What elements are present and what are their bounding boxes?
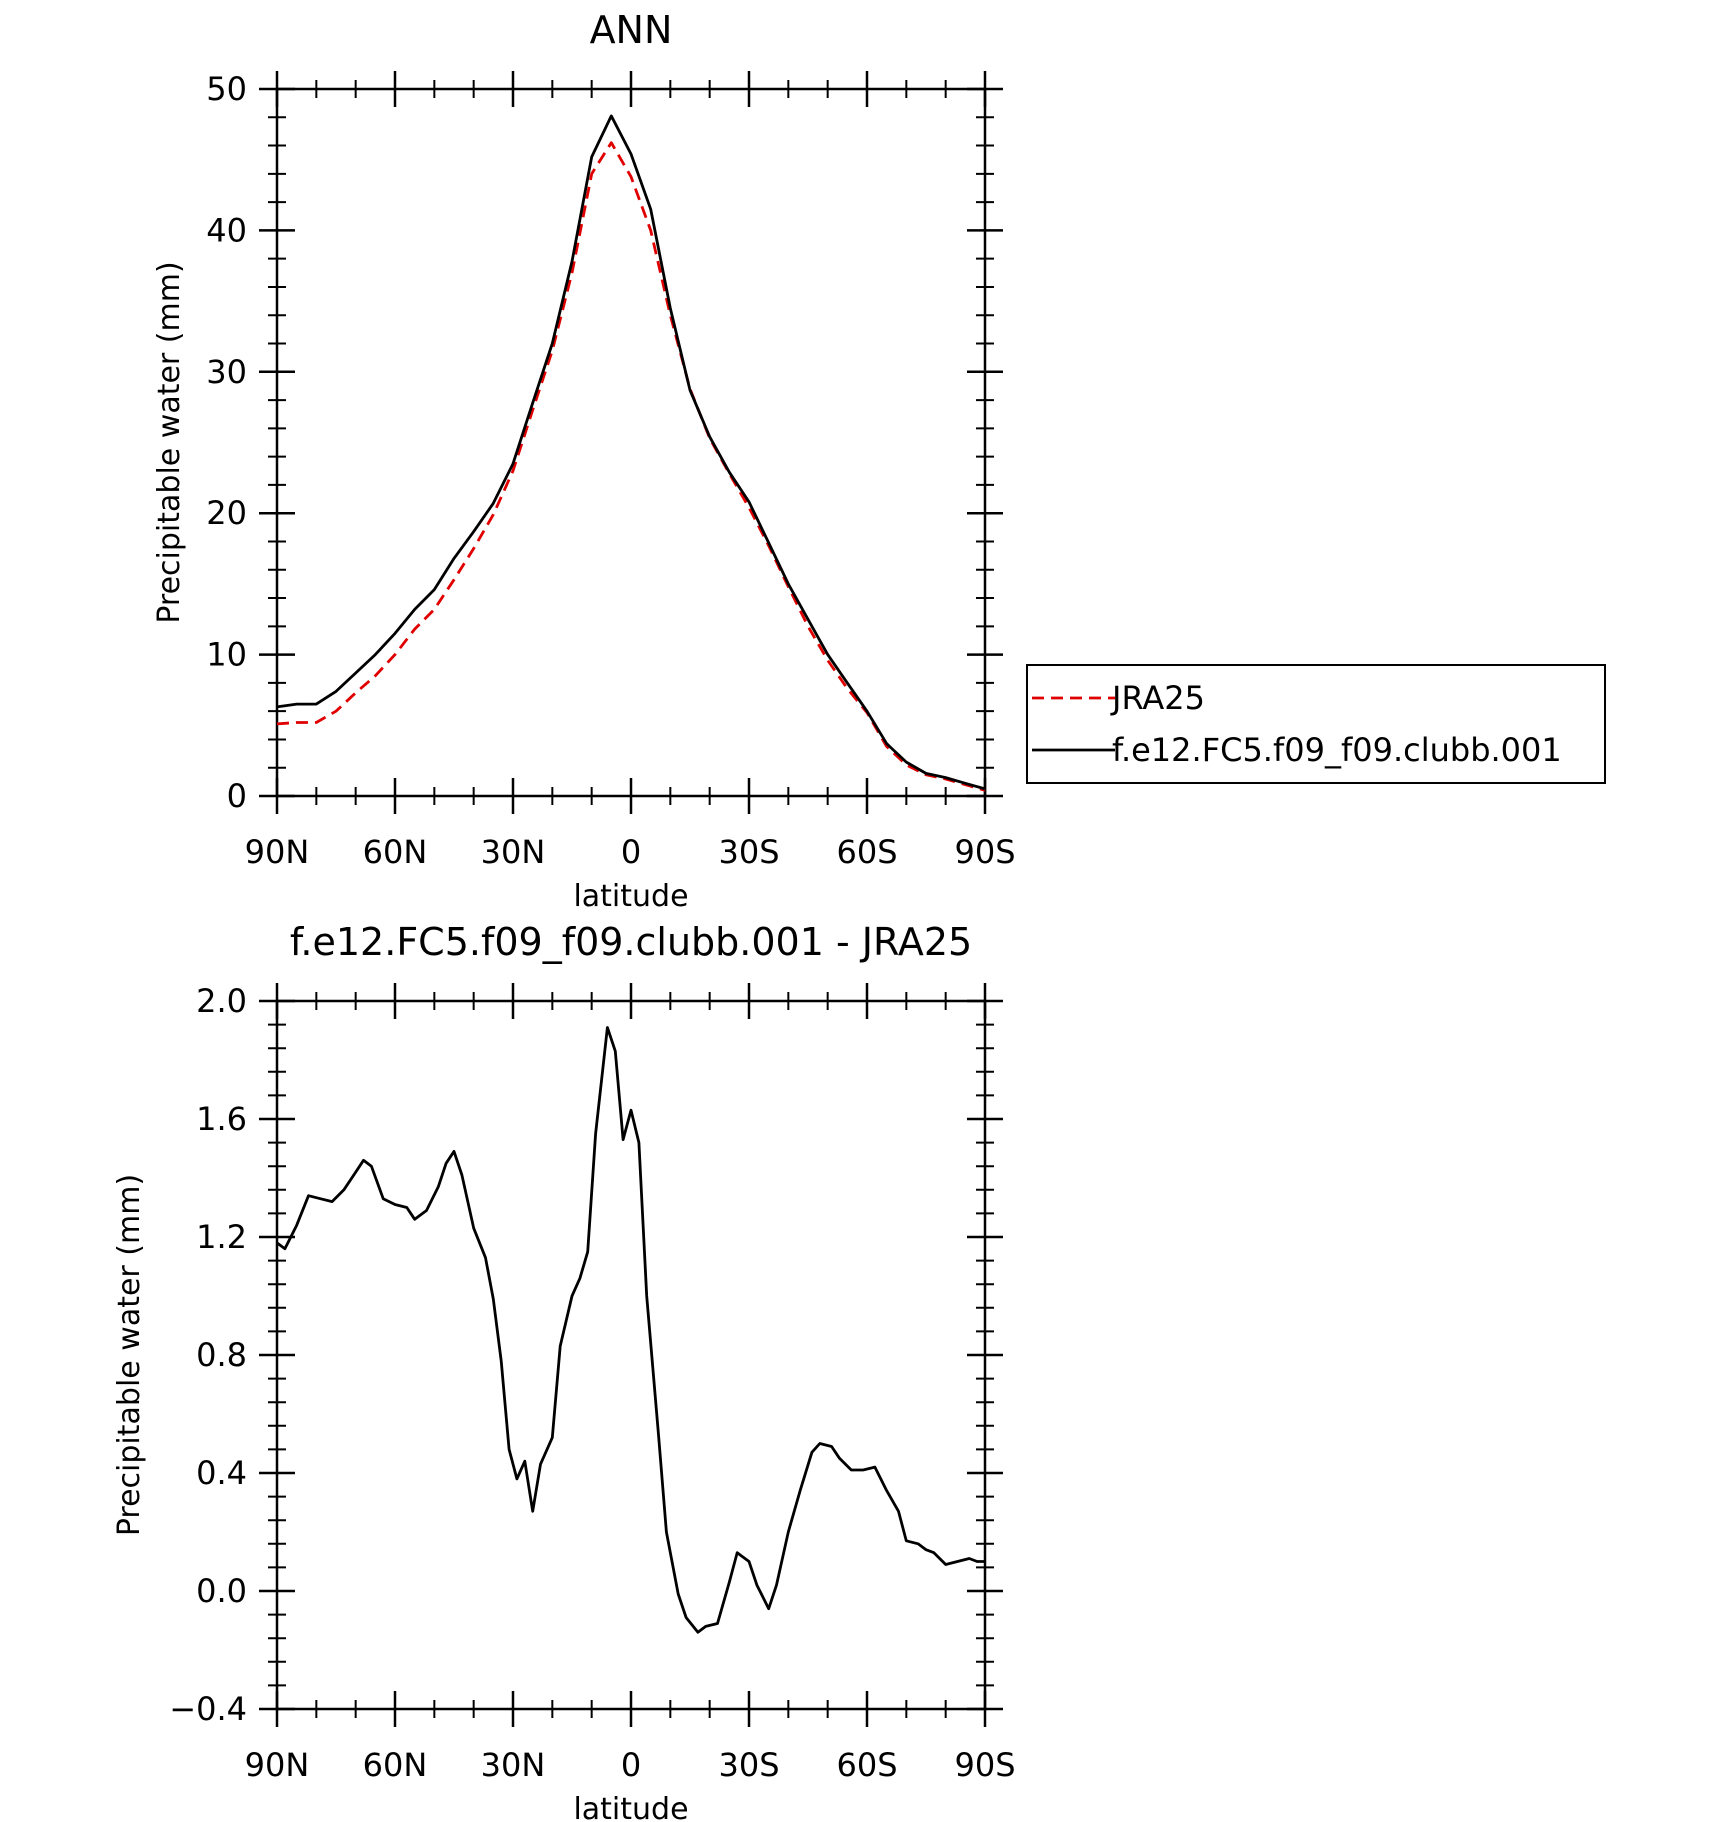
series-line-0 <box>276 141 986 792</box>
x-tick-label: 60S <box>836 833 897 871</box>
y-axis-label: Precipitable water (mm) <box>112 1174 147 1536</box>
plot-frame <box>275 999 987 1711</box>
y-tick-label: 20 <box>206 494 247 532</box>
difference-chart: −0.4 0.0 0.4 0.8 1.2 1.6 2.0 90N 60N 30N 0 30S 60S 90… <box>112 920 1016 1822</box>
plot-frame <box>275 87 987 798</box>
y-tick-label: −0.4 <box>169 1690 247 1728</box>
x-tick-label: 60N <box>363 1746 428 1784</box>
y-tick-label: 0.8 <box>196 1336 247 1374</box>
x-tick-label: 60N <box>363 833 428 871</box>
x-tick-label: 0 <box>621 1746 641 1784</box>
y-tick-label: 2.0 <box>196 982 247 1020</box>
y-tick-label: 0 <box>227 777 247 815</box>
x-tick-label: 0 <box>621 833 641 871</box>
y-tick-label: 40 <box>206 211 247 249</box>
y-tick-label: 30 <box>206 353 247 391</box>
top-chart: 0 10 20 30 40 50 90N 60N 30N 0 30S 60S 90S ANN latitud… <box>152 8 1606 914</box>
x-axis-label: latitude <box>573 1792 688 1822</box>
y-tick-label: 50 <box>206 70 247 108</box>
x-tick-label: 90N <box>245 833 310 871</box>
y-axis-label: Precipitable water (mm) <box>152 261 187 623</box>
legend-entry-1: f.e12.FC5.f09_f09.clubb.001 <box>1112 731 1562 769</box>
chart-title: ANN <box>590 8 673 52</box>
x-tick-label: 30N <box>481 1746 546 1784</box>
x-tick-label: 90S <box>954 1746 1015 1784</box>
x-axis-label: latitude <box>573 879 688 914</box>
x-tick-label: 90N <box>245 1746 310 1784</box>
legend-entry-0: JRA25 <box>1110 679 1205 717</box>
y-tick-label: 10 <box>206 636 247 674</box>
series-line-1 <box>276 114 986 791</box>
legend-box <box>1026 664 1606 784</box>
x-tick-label: 60S <box>836 1746 897 1784</box>
series-line-0 <box>276 1026 985 1634</box>
chart-title: f.e12.FC5.f09_f09.clubb.001 - JRA25 <box>290 920 972 964</box>
x-tick-label: 30S <box>718 833 779 871</box>
x-tick-label: 30N <box>481 833 546 871</box>
x-tick-label: 30S <box>718 1746 779 1784</box>
y-tick-label: 1.6 <box>196 1100 247 1138</box>
y-tick-label: 0.0 <box>196 1572 247 1610</box>
y-tick-label: 0.4 <box>196 1454 247 1492</box>
legend: JRA25 f.e12.FC5.f09_f09.clubb.001 <box>1026 664 1606 784</box>
y-tick-label: 1.2 <box>196 1218 247 1256</box>
x-tick-label: 90S <box>954 833 1015 871</box>
